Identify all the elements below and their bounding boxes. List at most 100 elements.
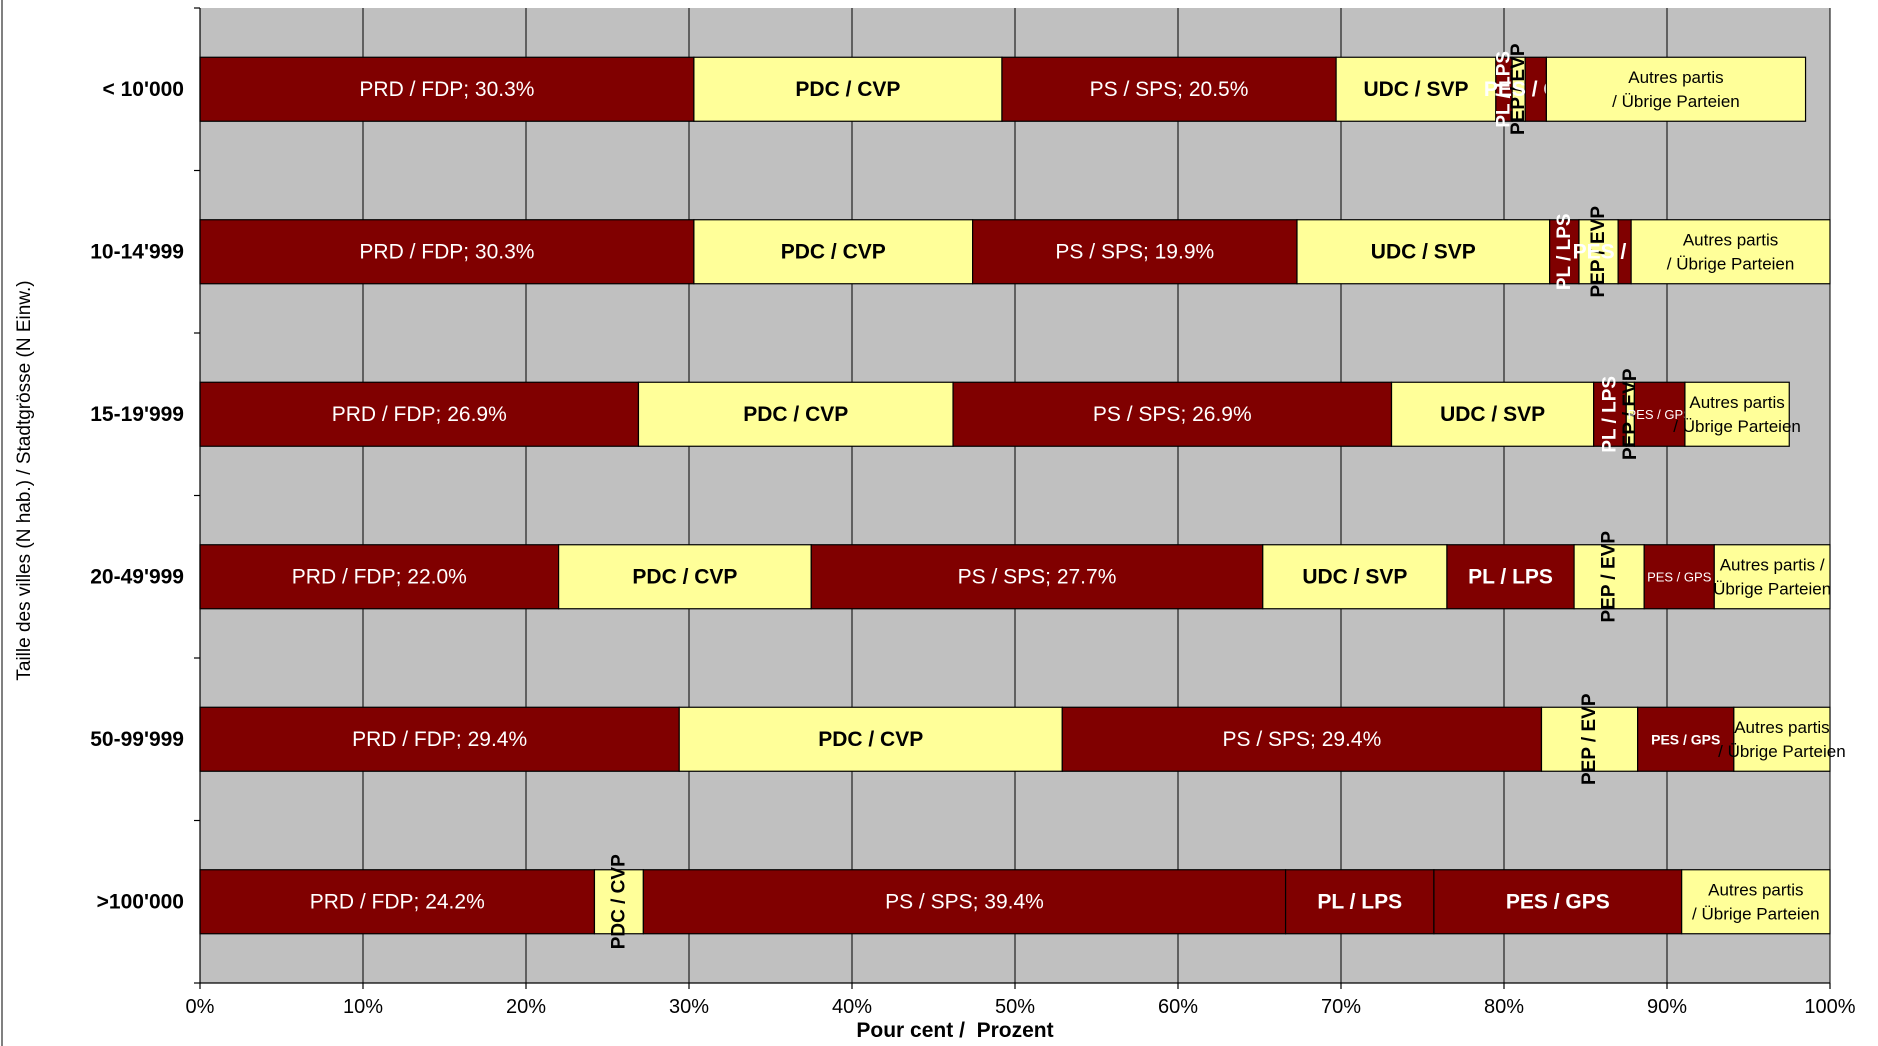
segment-label: UDC / SVP [1371,240,1476,263]
bar-segment [1637,706,1735,772]
y-axis-title: Taille des villes (N hab.) / Stadtgrösse… [14,280,35,680]
bar-segment [1733,706,1831,772]
bar-segment [199,381,640,447]
segment-label: PEP / EVP [1579,693,1600,785]
bar-segment [1573,544,1645,610]
bar-segment [810,544,1264,610]
bar-segment [1284,869,1435,935]
segment-label: Autres partis [1734,718,1829,737]
segment-label: PS / SPS; 19.9% [1055,240,1214,263]
bar-segment [199,706,680,772]
segment-label: PRD / FDP; 26.9% [332,403,507,426]
segment-label: Autres partis / [1720,555,1825,574]
x-tick-label: 70% [1321,996,1361,1018]
bar-segment [1549,219,1580,285]
bar-segment [637,381,954,447]
segment-label-line2: Übrige Parteien [1713,579,1831,598]
segment-label: UDC / SVP [1440,403,1545,426]
segment-label: PEP / EVP [1588,206,1609,298]
bar-segment [693,56,1003,122]
bar-segment [642,869,1287,935]
bar-segment [593,869,644,935]
bar-row: PRD / FDP; 26.9% PDC / CVP PS / SPS; 26.9%… [199,368,1801,460]
bar-segment [1335,56,1497,122]
bar-segment [972,219,1298,285]
x-tick-label: 80% [1484,996,1524,1018]
x-tick-label: 0% [186,996,215,1018]
bar-segment [557,544,812,610]
segment-label: PS / SPS; 20.5% [1090,78,1249,101]
segment-label: PDC / CVP [781,240,886,263]
segment-label: PES / GPS [1506,890,1610,913]
category-label: 10-14'999 [90,240,184,263]
segment-label: PRD / FDP; 30.3% [359,78,534,101]
segment-label: PEP / EVP [1508,43,1529,135]
bar-segment [1001,56,1337,122]
segment-label-line2: / Übrige Parteien [1612,92,1740,111]
segment-label: PEP / EVP [1599,531,1620,623]
category-label: 20-49'999 [90,565,184,588]
segment-label-line2: / Übrige Parteien [1692,904,1820,923]
category-label: 15-19'999 [90,403,184,426]
segment-label: PS / SPS; 26.9% [1093,403,1252,426]
category-label: >100'000 [97,890,184,913]
segment-label-line2: / Übrige Parteien [1673,417,1801,436]
segment-label: PES / GPS [1651,731,1720,747]
segment-label: Autres partis [1683,230,1778,249]
bar-segment [1713,544,1831,610]
segment-label: PES / GPS [1647,569,1712,584]
segment-label: PES / GPS [1628,407,1693,422]
bar-row: PRD / FDP; 29.4% PDC / CVP PS / SPS; 29.4%… [199,693,1846,785]
bar-segment [199,219,695,285]
segment-label: Autres partis [1628,68,1723,87]
bars: PRD / FDP; 30.3% PDC / CVP PS / SPS; 20.5%… [199,43,1846,949]
bar-segment [1446,544,1575,610]
segment-label: PDC / CVP [795,78,900,101]
category-label: 50-99'999 [90,728,184,751]
category-label: < 10'000 [103,78,185,101]
x-tick-label: 20% [506,996,546,1018]
bar-segment [1262,544,1448,610]
segment-label: Autres partis [1708,880,1803,899]
segment-label: PRD / FDP; 30.3% [359,240,534,263]
segment-label: PRD / FDP; 29.4% [352,728,527,751]
bar-row: PRD / FDP; 30.3% PDC / CVP PS / SPS; 20.5%… [199,43,1807,135]
x-tick-label: 40% [832,996,872,1018]
bar-segment [693,219,974,285]
segment-label-line2: / Übrige Parteien [1718,742,1846,761]
segment-label: UDC / SVP [1363,78,1468,101]
bar-row: PRD / FDP; 30.3% PDC / CVP PS / SPS; 19.9%… [199,206,1831,298]
segment-label: PL / LPS [1317,890,1402,913]
segment-label: PL / LPS [1494,51,1515,128]
bar-segment [199,56,695,122]
segment-label: PL / LPS [1599,376,1620,453]
segment-label: PDC / CVP [632,565,737,588]
x-axis-title: Pour cent / Prozent [856,1019,1053,1042]
bar-row: PRD / FDP; 24.2% PDC / CVP PS / SPS; 39.4%… [199,854,1831,949]
x-tick-label: 90% [1647,996,1687,1018]
segment-label-line2: / Übrige Parteien [1667,254,1795,273]
bar-segment [1681,869,1831,935]
segment-label: Autres partis [1689,393,1784,412]
segment-label: PDC / CVP [818,728,923,751]
gridlines [199,8,1831,983]
x-tick-label: 60% [1158,996,1198,1018]
segment-label: PRD / FDP; 22.0% [292,565,467,588]
segment-label: PDC / CVP [743,403,848,426]
bar-segment [678,706,1063,772]
segment-label: PDC / CVP [608,854,629,949]
segment-label: UDC / SVP [1302,565,1407,588]
x-tick-label: 50% [995,996,1035,1018]
segment-label: PS / SPS; 27.7% [958,565,1117,588]
bar-segment [952,381,1393,447]
bar-segment [1630,219,1831,285]
bar-segment [1545,56,1807,122]
segment-label: PS / SPS; 39.4% [885,890,1044,913]
segment-label: PRD / FDP; 24.2% [310,890,485,913]
x-tick-label: 30% [669,996,709,1018]
bar-segment [1684,381,1790,447]
segment-label: PL / LPS [1554,213,1575,290]
bar-segment [1540,706,1639,772]
